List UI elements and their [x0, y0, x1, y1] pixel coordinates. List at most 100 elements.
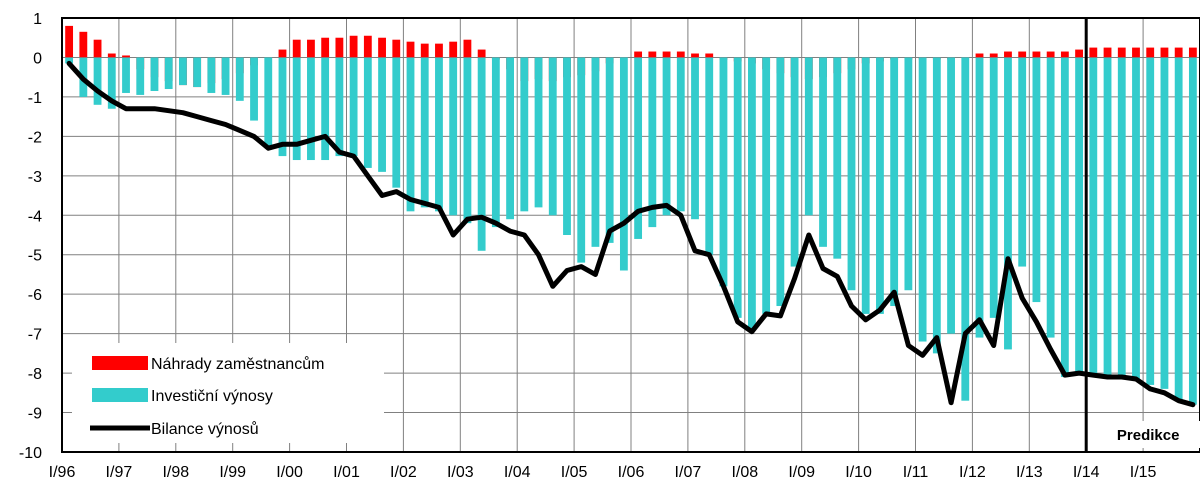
- compensation-bar: [648, 52, 656, 58]
- compensation-bar: [392, 40, 400, 58]
- y-tick-label: -9: [28, 406, 42, 423]
- investment-income-bar: [904, 57, 912, 290]
- compensation-bar: [1047, 52, 1055, 58]
- x-tick-label: I/04: [504, 464, 531, 481]
- compensation-bar: [435, 44, 443, 58]
- compensation-bar: [94, 40, 102, 58]
- y-tick-label: -10: [19, 445, 42, 462]
- compensation-bar: [421, 44, 429, 58]
- compensation-bar: [364, 36, 372, 58]
- legend-swatch: [92, 388, 148, 402]
- y-tick-labels: 1 0 -1 -2 -3 -4 -5 -6 -7 -8 -9 -10: [19, 11, 42, 462]
- investment-income-bar: [606, 57, 614, 242]
- investment-income-bar: [151, 57, 159, 91]
- compensation-bar: [1189, 48, 1197, 58]
- investment-income-bar: [976, 57, 984, 337]
- investment-income-bar: [1061, 57, 1069, 377]
- compensation-bar: [108, 54, 116, 58]
- legend-label: Náhrady zaměstnancům: [151, 355, 324, 373]
- y-tick-label: -6: [28, 287, 42, 304]
- investment-income-bar: [279, 57, 287, 156]
- investment-income-bar: [222, 57, 230, 94]
- investment-income-bar: [919, 57, 927, 341]
- investment-income-bar: [848, 57, 856, 290]
- compensation-bar: [1118, 48, 1126, 58]
- investment-income-bar: [1047, 57, 1055, 337]
- y-tick-label: -4: [28, 208, 42, 225]
- x-tick-label: I/01: [333, 464, 360, 481]
- x-tick-label: I/12: [959, 464, 986, 481]
- investment-income-bar: [264, 57, 272, 148]
- investment-income-bar: [321, 57, 329, 160]
- investment-income-bar: [677, 57, 685, 211]
- compensation-bar: [293, 40, 301, 58]
- investment-income-bar: [1118, 57, 1126, 377]
- investment-income-bar: [791, 57, 799, 266]
- compensation-bar: [1061, 52, 1069, 58]
- investment-income-bar: [165, 57, 173, 89]
- investment-income-bar: [1033, 57, 1041, 302]
- compensation-bar: [705, 54, 713, 58]
- legend-label: Bilance výnosů: [151, 420, 259, 438]
- investment-income-bar: [549, 57, 557, 215]
- x-tick-label: I/02: [390, 464, 417, 481]
- compensation-bar: [79, 32, 87, 58]
- compensation-bar: [407, 42, 415, 58]
- investment-income-bar: [1018, 57, 1026, 266]
- investment-income-bar: [236, 57, 244, 100]
- x-tick-label: I/05: [561, 464, 588, 481]
- compensation-bar: [1033, 52, 1041, 58]
- x-tick-label: I/06: [618, 464, 645, 481]
- compensation-bar: [478, 50, 486, 58]
- compensation-bar: [1146, 48, 1154, 58]
- investment-income-bar: [207, 57, 215, 93]
- x-tick-label: I/15: [1130, 464, 1157, 481]
- investment-income-bar: [307, 57, 315, 160]
- x-tick-label: I/98: [162, 464, 189, 481]
- investment-income-bar: [364, 57, 372, 167]
- investment-income-bar: [990, 57, 998, 317]
- y-tick-label: 1: [33, 11, 42, 28]
- investment-income-bar: [691, 57, 699, 219]
- compensation-bar: [321, 38, 329, 58]
- investment-income-bar: [193, 57, 201, 87]
- investment-income-bar: [1132, 57, 1140, 381]
- x-tick-label: I/99: [219, 464, 246, 481]
- investment-income-bar: [179, 57, 187, 85]
- x-tick-label: I/96: [49, 464, 76, 481]
- investment-income-bar: [1104, 57, 1112, 377]
- compensation-bar: [976, 54, 984, 58]
- investment-income-bar: [250, 57, 258, 120]
- investment-income-bar: [933, 57, 941, 353]
- x-tick-label: I/03: [447, 464, 474, 481]
- compensation-bar: [464, 40, 472, 58]
- compensation-bar: [691, 54, 699, 58]
- legend-swatch: [92, 356, 148, 370]
- investment-income-bar: [577, 57, 585, 262]
- investment-income-bar: [734, 57, 742, 317]
- investment-income-bar: [890, 57, 898, 306]
- x-tick-label: I/13: [1016, 464, 1043, 481]
- investment-income-bar: [407, 57, 415, 211]
- investment-income-bar: [520, 57, 528, 211]
- y-tick-label: -8: [28, 366, 42, 383]
- investment-income-bar: [1189, 57, 1197, 404]
- investment-income-bar: [592, 57, 600, 246]
- investment-income-bar: [947, 57, 955, 333]
- compensation-bar: [1075, 50, 1083, 58]
- x-tick-label: I/97: [106, 464, 133, 481]
- x-tick-label: I/07: [675, 464, 702, 481]
- x-tick-label: I/00: [276, 464, 303, 481]
- investment-income-bar: [492, 57, 500, 227]
- x-tick-label: I/08: [731, 464, 758, 481]
- y-tick-label: -5: [28, 248, 42, 265]
- compensation-bar: [1004, 52, 1012, 58]
- investment-income-bar: [136, 57, 144, 94]
- x-tick-label: I/11: [903, 464, 929, 481]
- investment-income-bar: [506, 57, 514, 219]
- investment-income-bar: [335, 57, 343, 156]
- investment-income-bar: [762, 57, 770, 313]
- investment-income-bar: [350, 57, 358, 156]
- investment-income-bar: [720, 57, 728, 286]
